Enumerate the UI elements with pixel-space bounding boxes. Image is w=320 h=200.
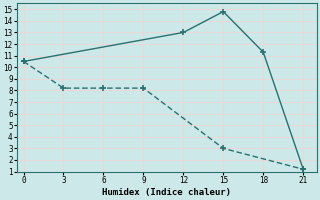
- X-axis label: Humidex (Indice chaleur): Humidex (Indice chaleur): [102, 188, 231, 197]
